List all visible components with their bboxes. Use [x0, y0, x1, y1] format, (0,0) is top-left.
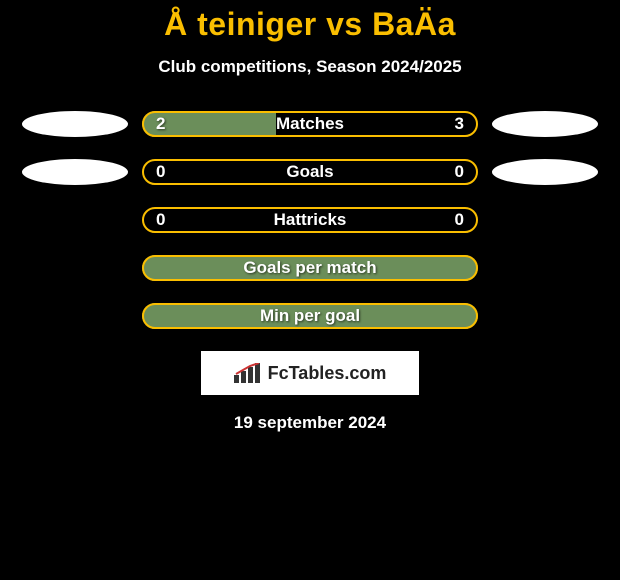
stat-row: 0 0 Goals: [0, 159, 620, 185]
stat-row: Min per goal: [0, 303, 620, 329]
player-a-marker: [22, 159, 128, 185]
stat-label: Goals: [286, 162, 333, 182]
stat-value-a: 0: [156, 162, 165, 182]
page-title: Å teiniger vs BaÄa: [0, 6, 620, 43]
stat-label: Hattricks: [274, 210, 347, 230]
stat-label: Min per goal: [260, 306, 360, 326]
stat-value-b: 0: [455, 162, 464, 182]
source-logo-text: FcTables.com: [268, 363, 387, 384]
stat-value-b: 3: [455, 114, 464, 134]
stat-row: 0 0 Hattricks: [0, 207, 620, 233]
player-b-marker: [492, 111, 598, 137]
stat-value-a: 0: [156, 210, 165, 230]
stat-label: Matches: [276, 114, 344, 134]
player-b-marker: [492, 159, 598, 185]
source-logo: FcTables.com: [201, 351, 419, 395]
stat-rows: 2 3 Matches 0 0 Goals 0 0 Hattricks Goals per mat…: [0, 111, 620, 329]
bar-chart-icon: [234, 363, 262, 383]
stat-bar: Min per goal: [142, 303, 478, 329]
stat-row: 2 3 Matches: [0, 111, 620, 137]
comparison-infographic: Å teiniger vs BaÄa Club competitions, Se…: [0, 0, 620, 580]
stat-bar: 0 0 Hattricks: [142, 207, 478, 233]
stat-value-a: 2: [156, 114, 165, 134]
stat-bar: Goals per match: [142, 255, 478, 281]
player-a-marker: [22, 111, 128, 137]
page-subtitle: Club competitions, Season 2024/2025: [0, 57, 620, 77]
snapshot-date: 19 september 2024: [0, 413, 620, 433]
stat-row: Goals per match: [0, 255, 620, 281]
stat-label: Goals per match: [243, 258, 376, 278]
stat-bar: 2 3 Matches: [142, 111, 478, 137]
stat-value-b: 0: [455, 210, 464, 230]
stat-bar: 0 0 Goals: [142, 159, 478, 185]
